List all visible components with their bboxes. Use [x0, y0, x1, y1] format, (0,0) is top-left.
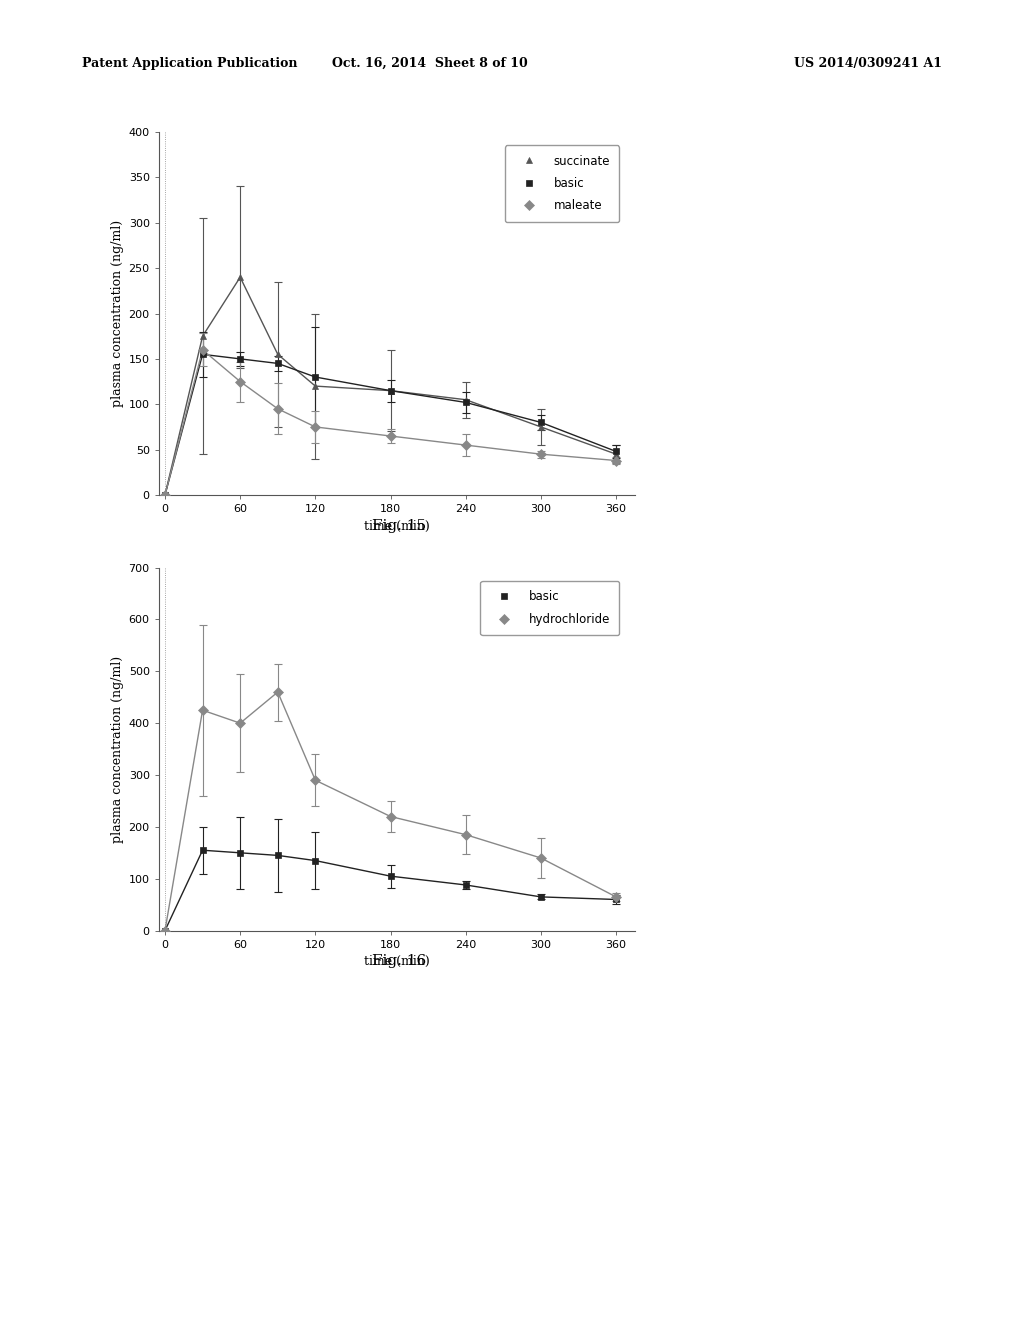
Text: US 2014/0309241 A1: US 2014/0309241 A1 [794, 57, 942, 70]
succinate [271, 346, 284, 362]
basic [460, 876, 472, 892]
succinate [309, 378, 322, 393]
basic [271, 847, 284, 863]
hydrochloride [460, 826, 472, 842]
hydrochloride [610, 888, 623, 904]
Text: Fig. 15: Fig. 15 [373, 519, 426, 533]
basic [234, 845, 247, 861]
basic [197, 842, 209, 858]
X-axis label: time (min): time (min) [364, 956, 430, 968]
X-axis label: time (min): time (min) [364, 520, 430, 532]
hydrochloride [197, 702, 209, 718]
Text: Patent Application Publication: Patent Application Publication [82, 57, 297, 70]
hydrochloride [159, 923, 171, 939]
basic [234, 351, 247, 367]
basic [159, 923, 171, 939]
succinate [610, 446, 623, 462]
Text: Fig. 16: Fig. 16 [373, 954, 426, 969]
hydrochloride [271, 684, 284, 700]
Line: basic: basic [162, 846, 620, 935]
basic [309, 370, 322, 385]
succinate [460, 392, 472, 408]
basic [610, 891, 623, 907]
hydrochloride [234, 715, 247, 731]
Line: succinate: succinate [162, 273, 620, 499]
maleate [309, 418, 322, 434]
basic [535, 414, 547, 430]
succinate [234, 269, 247, 285]
Line: basic: basic [162, 351, 620, 499]
hydrochloride [309, 772, 322, 788]
maleate [159, 487, 171, 503]
Line: maleate: maleate [162, 346, 620, 499]
basic [309, 853, 322, 869]
maleate [271, 401, 284, 417]
maleate [460, 437, 472, 453]
Legend: basic, hydrochloride: basic, hydrochloride [480, 581, 620, 635]
succinate [159, 487, 171, 503]
Y-axis label: plasma concentration (ng/ml): plasma concentration (ng/ml) [112, 656, 124, 842]
succinate [197, 329, 209, 345]
succinate [535, 418, 547, 434]
basic [610, 444, 623, 459]
basic [271, 355, 284, 371]
maleate [234, 374, 247, 389]
Line: hydrochloride: hydrochloride [162, 689, 620, 935]
Y-axis label: plasma concentration (ng/ml): plasma concentration (ng/ml) [112, 220, 124, 407]
basic [384, 869, 396, 884]
maleate [535, 446, 547, 462]
basic [197, 346, 209, 362]
succinate [384, 383, 396, 399]
Legend: succinate, basic, maleate: succinate, basic, maleate [505, 145, 620, 222]
maleate [384, 428, 396, 444]
basic [159, 487, 171, 503]
maleate [197, 342, 209, 358]
hydrochloride [535, 850, 547, 866]
basic [460, 395, 472, 411]
maleate [610, 453, 623, 469]
basic [535, 888, 547, 904]
basic [384, 383, 396, 399]
hydrochloride [384, 809, 396, 825]
Text: Oct. 16, 2014  Sheet 8 of 10: Oct. 16, 2014 Sheet 8 of 10 [332, 57, 528, 70]
